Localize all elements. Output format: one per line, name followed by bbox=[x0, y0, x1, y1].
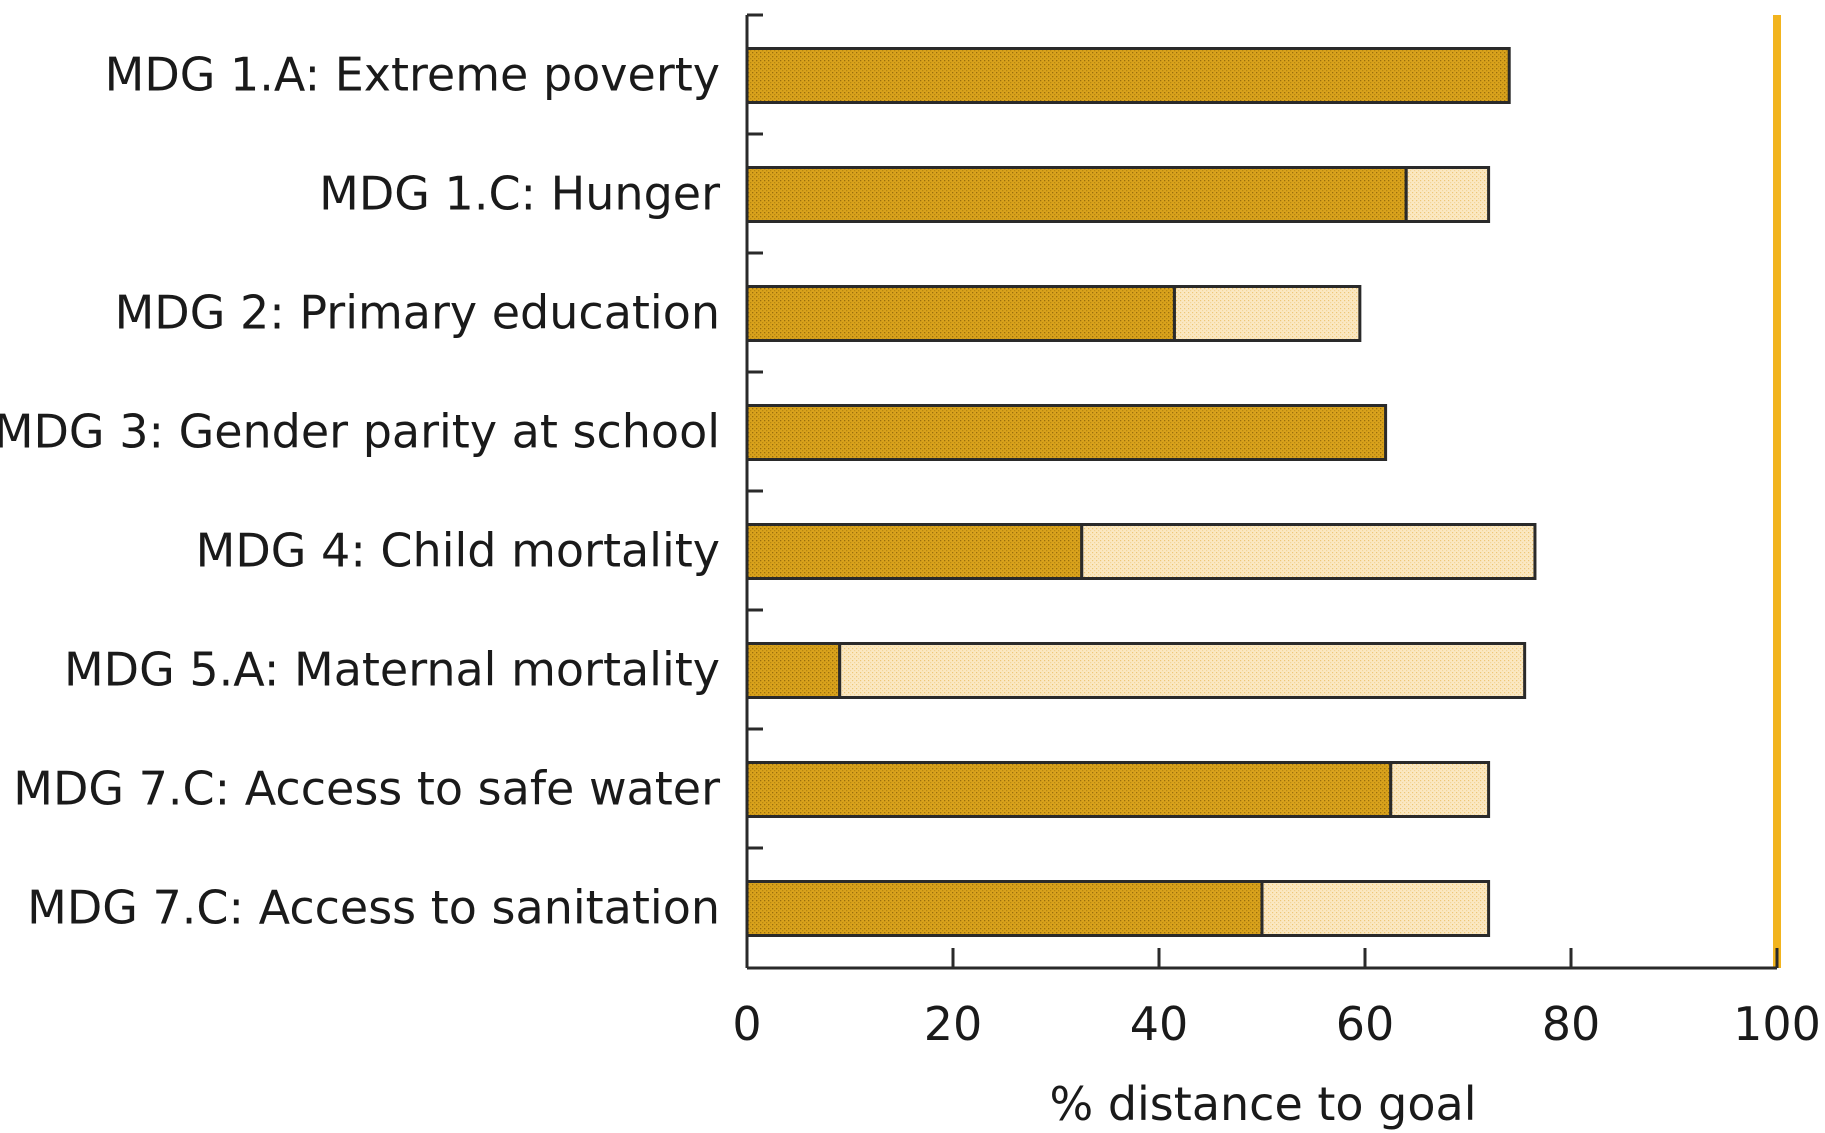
category-label: MDG 7.C: Access to safe water bbox=[13, 762, 720, 816]
bar-segment-light bbox=[1404, 166, 1491, 223]
bar-segment-light bbox=[1389, 761, 1491, 818]
x-axis-title: % distance to goal bbox=[1050, 1077, 1477, 1131]
y-axis bbox=[745, 13, 763, 968]
bar-segment-dark bbox=[745, 47, 1511, 104]
category-label: MDG 2: Primary education bbox=[115, 286, 720, 340]
category-label: MDG 1.C: Hunger bbox=[319, 167, 720, 221]
x-tick-label: 60 bbox=[1336, 997, 1395, 1051]
category-label: MDG 7.C: Access to sanitation bbox=[27, 881, 720, 935]
bar-segment-dark bbox=[745, 523, 1084, 580]
bar-segment-dark bbox=[745, 166, 1408, 223]
bar-segment-dark bbox=[745, 404, 1388, 461]
bar-segment-dark bbox=[745, 285, 1176, 342]
bar-segment-dark bbox=[745, 880, 1264, 937]
category-label: MDG 4: Child mortality bbox=[196, 524, 720, 578]
x-tick-label: 0 bbox=[732, 997, 761, 1051]
bar-segment-dark bbox=[745, 642, 842, 699]
x-tick-label: 40 bbox=[1130, 997, 1189, 1051]
category-label: MDG 5.A: Maternal mortality bbox=[64, 643, 720, 697]
bar-segment-dark bbox=[745, 761, 1393, 818]
bar-segment-light bbox=[1260, 880, 1491, 937]
bar-segment-light bbox=[1080, 523, 1537, 580]
bar-segment-light bbox=[1172, 285, 1362, 342]
bars bbox=[745, 47, 1537, 937]
x-axis: 0 20 40 60 80 100 bbox=[732, 948, 1821, 1051]
category-labels: MDG 1.A: Extreme poverty MDG 1.C: Hunger M… bbox=[0, 48, 720, 935]
category-label: MDG 3: Gender parity at school bbox=[0, 405, 720, 459]
x-tick-label: 80 bbox=[1542, 997, 1601, 1051]
x-tick-label: 20 bbox=[924, 997, 983, 1051]
bar-segment-light bbox=[838, 642, 1527, 699]
x-tick-label: 100 bbox=[1733, 997, 1821, 1051]
category-label: MDG 1.A: Extreme poverty bbox=[105, 48, 720, 102]
